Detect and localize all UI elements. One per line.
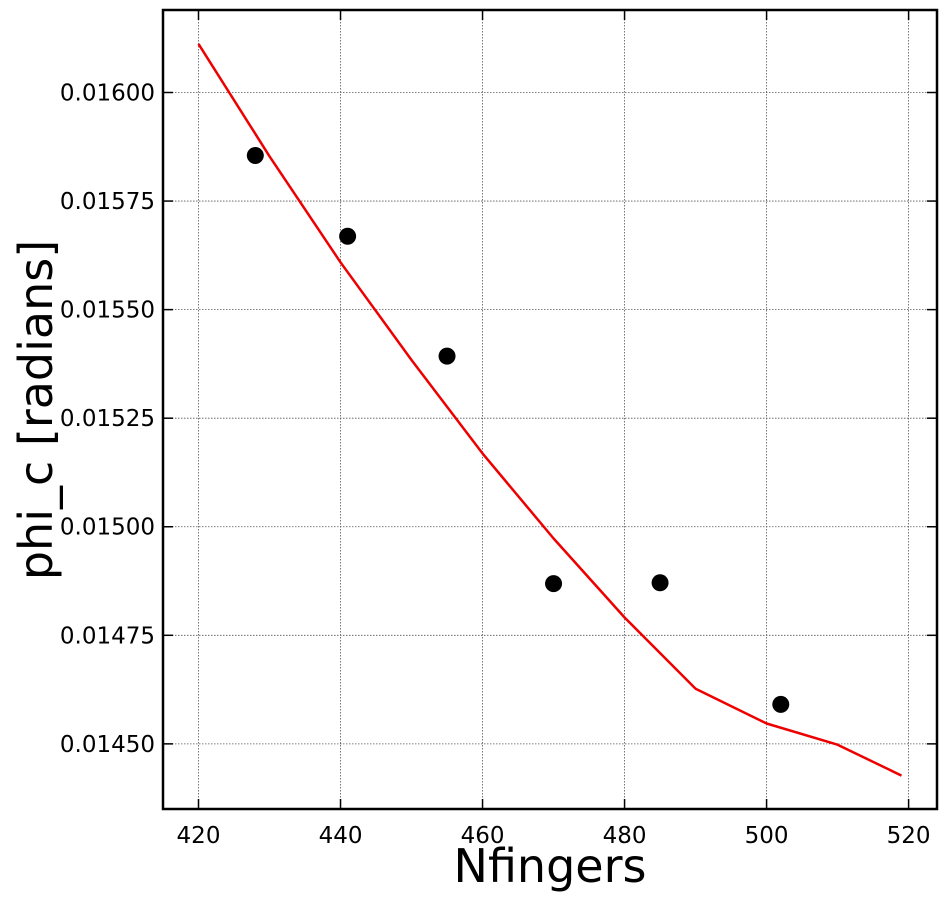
fit-curve-line [197,43,903,777]
axis-ticks [163,10,937,809]
y-tick-label: 0.01575 [60,189,155,215]
y-tick-labels: 0.01450 0.01475 0.01500 0.01525 0.01550 0.015… [60,81,155,758]
y-tick-label: 0.01550 [60,298,155,324]
x-tick-label: 460 [461,823,505,849]
x-tick-label: 520 [887,823,931,849]
data-point [545,575,563,593]
data-series [197,43,903,777]
y-tick-label: 0.01525 [60,406,155,432]
x-tick-labels: 420 440 460 480 500 520 [177,823,931,849]
data-point [438,347,456,365]
y-tick-label: 0.01600 [60,81,155,107]
data-point [772,695,790,713]
y-axis-label: phi_c [radians] [9,240,63,580]
grid-lines [163,10,937,809]
plot-frame [161,8,939,811]
y-tick-label: 0.01450 [60,732,155,758]
data-point [651,574,669,592]
x-tick-label: 500 [745,823,789,849]
x-tick-label: 440 [319,823,363,849]
data-point [246,146,264,164]
y-tick-label: 0.01500 [60,515,155,541]
data-point [339,227,357,245]
y-tick-label: 0.01475 [60,623,155,649]
x-tick-label: 420 [177,823,221,849]
x-axis-label: Nfingers [454,839,647,893]
x-tick-label: 480 [603,823,647,849]
